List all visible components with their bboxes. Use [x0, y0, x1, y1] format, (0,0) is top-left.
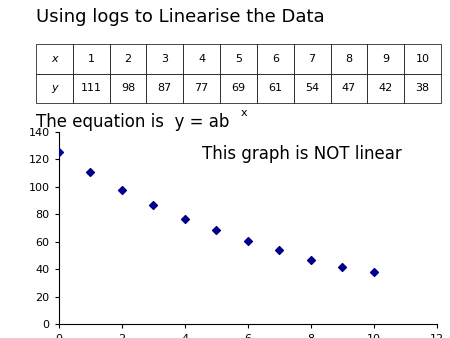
Point: [338, 264, 346, 269]
Point: [370, 269, 377, 275]
Point: [118, 187, 125, 192]
Text: The equation is  y = ab: The equation is y = ab: [36, 113, 230, 131]
Point: [275, 247, 283, 253]
Point: [307, 257, 314, 263]
Point: [55, 150, 62, 155]
Text: x: x: [241, 108, 248, 118]
Point: [181, 216, 188, 221]
Text: This graph is NOT linear: This graph is NOT linear: [202, 145, 402, 163]
Text: Using logs to Linearise the Data: Using logs to Linearise the Data: [36, 8, 324, 26]
Point: [212, 227, 220, 232]
Point: [86, 169, 94, 174]
Point: [244, 238, 251, 243]
Point: [149, 202, 157, 208]
